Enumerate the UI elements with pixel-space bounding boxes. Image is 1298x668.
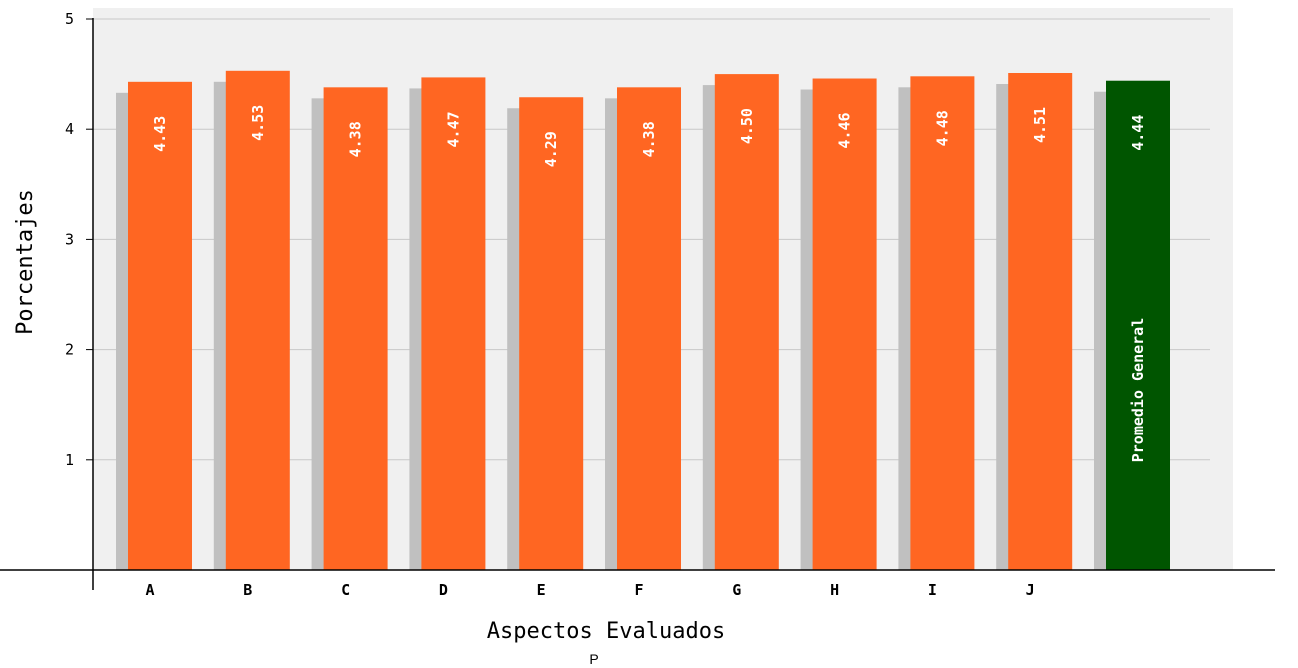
bars [128, 70, 1170, 571]
y-tick-label: 4 [65, 120, 74, 138]
bar-value-label: 4.51 [1031, 107, 1049, 143]
x-tick-label: J [1026, 581, 1035, 599]
x-tick-label: B [243, 581, 252, 599]
y-axis-label: Porcentajes [13, 189, 38, 335]
x-tick-label: G [732, 581, 741, 599]
tick-labels: 1 2 3 4 5 A B C D E F G H I J [65, 10, 1035, 599]
bar-j [1008, 72, 1073, 571]
x-tick-label: E [537, 581, 546, 599]
bar-c [323, 87, 388, 570]
bar-value-label: 4.53 [249, 105, 267, 141]
bar-value-label: 4.46 [836, 112, 854, 148]
bar-value-label: 4.29 [542, 131, 560, 167]
bar-promedio-general [1106, 80, 1170, 570]
axes [0, 18, 1275, 590]
bar-f [617, 87, 681, 570]
bar-g [714, 74, 779, 570]
bar-value-label: 4.43 [151, 116, 169, 152]
bar-value-label: 4.48 [933, 110, 951, 146]
y-tick-label: 2 [65, 341, 74, 359]
bar-d [421, 77, 486, 570]
bar-value-label: 4.44 [1129, 115, 1147, 151]
value-labels: 4.43 4.53 4.38 4.47 4.29 4.38 4.50 4.46 4.48 4.51… [151, 105, 1147, 463]
y-tick-label: 3 [65, 230, 74, 248]
x-tick-label: C [341, 581, 350, 599]
x-tick-label: D [439, 581, 448, 599]
bar-e [519, 97, 584, 570]
x-tick-label: I [928, 581, 937, 599]
bar-h [812, 78, 877, 571]
x-tick-label: F [634, 581, 643, 599]
bar-i [910, 76, 975, 570]
bar-b [225, 70, 290, 570]
bar-value-label: 4.50 [738, 108, 756, 144]
bar-value-label: 4.38 [640, 121, 658, 157]
bar-value-label: 4.47 [444, 111, 462, 147]
y-tick-label: 1 [65, 451, 74, 469]
x-tick-label: H [830, 581, 839, 599]
x-tick-label: A [145, 581, 154, 599]
average-bar-label: Promedio General [1129, 318, 1147, 463]
x-axis-label: Aspectos Evaluados [487, 619, 725, 644]
bar-value-label: 4.38 [347, 121, 365, 157]
bar-a [128, 81, 192, 571]
footer-text: P [589, 651, 598, 667]
y-tick-label: 5 [65, 10, 74, 28]
